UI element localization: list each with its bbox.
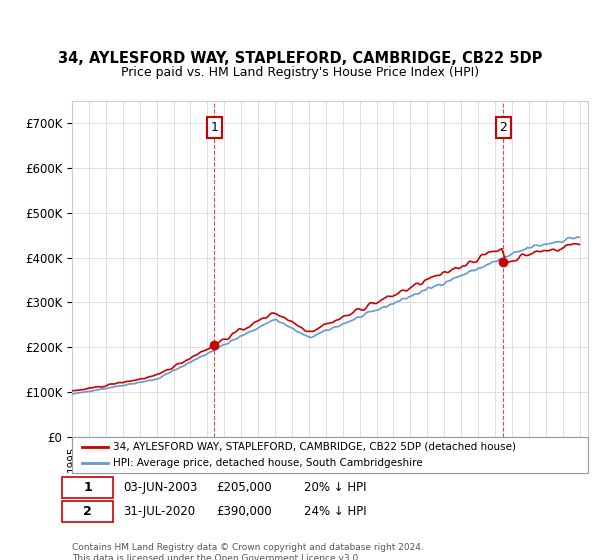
Text: 1: 1 <box>211 121 218 134</box>
Text: 34, AYLESFORD WAY, STAPLEFORD, CAMBRIDGE, CB22 5DP: 34, AYLESFORD WAY, STAPLEFORD, CAMBRIDGE… <box>58 52 542 66</box>
Text: 2: 2 <box>499 121 508 134</box>
Text: 1: 1 <box>83 482 92 494</box>
FancyBboxPatch shape <box>72 437 588 473</box>
Text: Contains HM Land Registry data © Crown copyright and database right 2024.
This d: Contains HM Land Registry data © Crown c… <box>72 543 424 560</box>
Text: 31-JUL-2020: 31-JUL-2020 <box>124 505 196 518</box>
Text: £205,000: £205,000 <box>217 482 272 494</box>
Text: 20% ↓ HPI: 20% ↓ HPI <box>304 482 367 494</box>
Text: 2: 2 <box>83 505 92 518</box>
FancyBboxPatch shape <box>62 478 113 498</box>
Text: £390,000: £390,000 <box>217 505 272 518</box>
Text: 34, AYLESFORD WAY, STAPLEFORD, CAMBRIDGE, CB22 5DP (detached house): 34, AYLESFORD WAY, STAPLEFORD, CAMBRIDGE… <box>113 442 516 452</box>
Text: Price paid vs. HM Land Registry's House Price Index (HPI): Price paid vs. HM Land Registry's House … <box>121 66 479 80</box>
Text: 03-JUN-2003: 03-JUN-2003 <box>124 482 198 494</box>
FancyBboxPatch shape <box>62 501 113 522</box>
Text: HPI: Average price, detached house, South Cambridgeshire: HPI: Average price, detached house, Sout… <box>113 458 423 468</box>
Text: 24% ↓ HPI: 24% ↓ HPI <box>304 505 367 518</box>
